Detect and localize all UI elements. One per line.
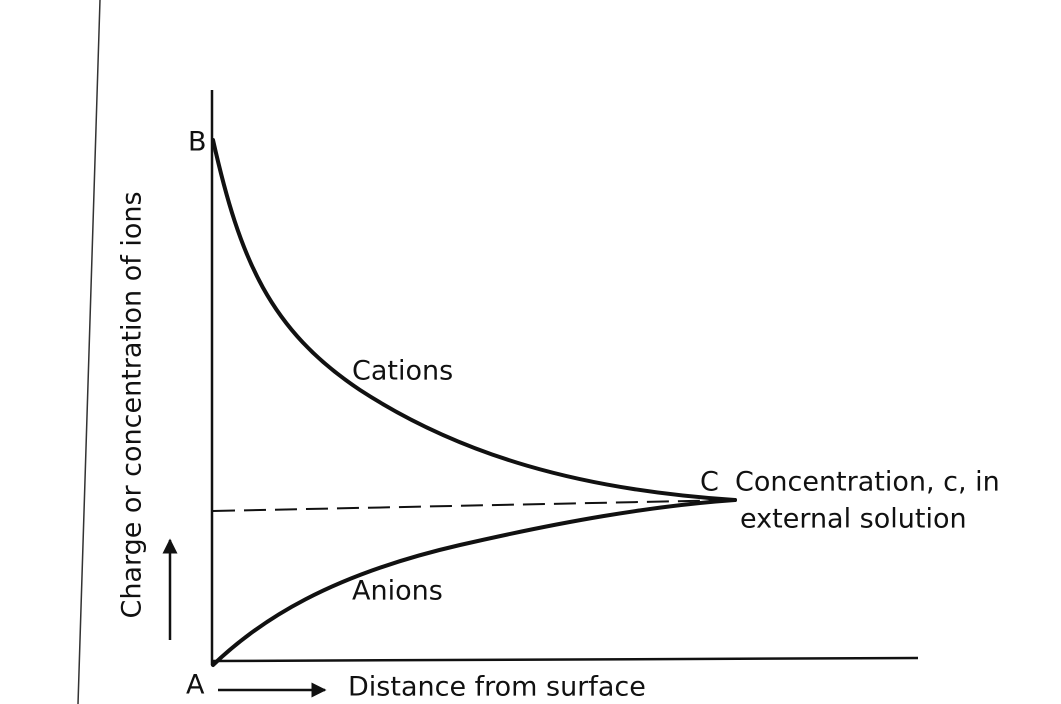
annotation: external solution — [740, 504, 967, 535]
y-axis-label: Charge or concentration of ions — [117, 191, 148, 618]
point-label: A — [186, 670, 205, 701]
page-edge — [77, 0, 101, 704]
reference-line — [212, 499, 736, 512]
annotation: Concentration, c, in — [735, 467, 1000, 498]
anions-curve — [211, 498, 737, 667]
x-axis-label: Distance from surface — [348, 672, 646, 703]
point-label: B — [188, 127, 207, 158]
cations-curve — [211, 138, 737, 502]
point-label: C — [700, 467, 719, 498]
curve-label: Cations — [352, 356, 453, 387]
x-axis — [211, 656, 919, 663]
curve-label: Anions — [352, 576, 443, 607]
